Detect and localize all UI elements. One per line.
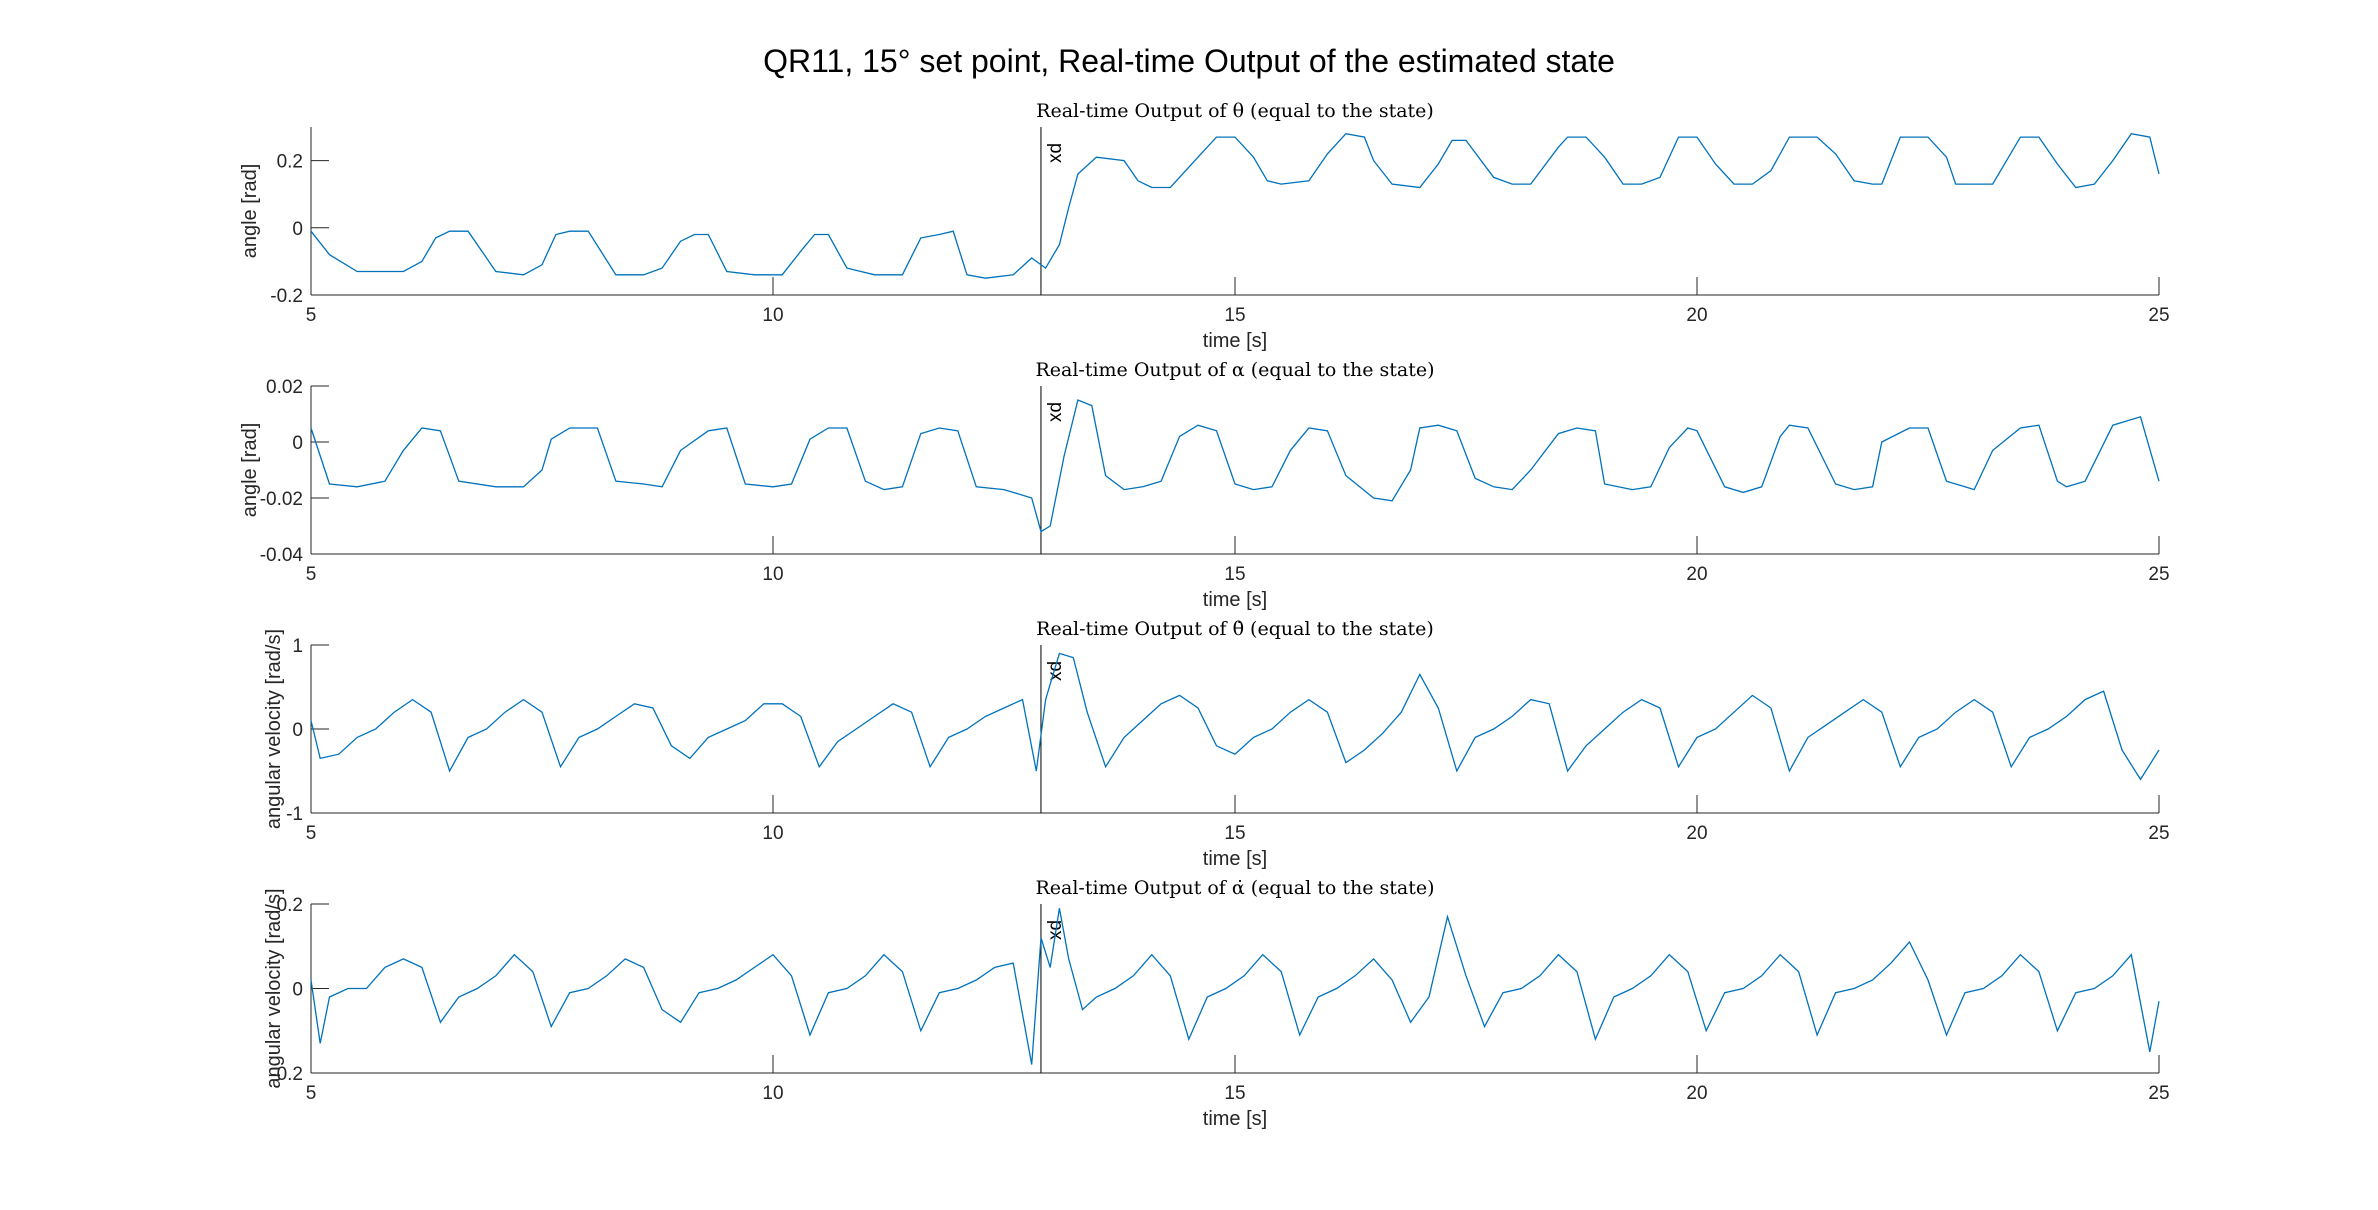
subplot-title: Real-time Output of θ̇ (equal to the sta…: [1036, 618, 1434, 640]
subplot-title: Real-time Output of θ (equal to the stat…: [1036, 100, 1434, 122]
x-tick-label: 10: [762, 1083, 783, 1104]
y-tick-label: 0: [292, 720, 303, 741]
x-tick-label: 10: [762, 564, 783, 585]
x-tick-label: 5: [306, 564, 317, 585]
x-tick-label: 20: [1686, 305, 1707, 326]
y-tick-label: 0: [292, 219, 303, 240]
y-axis-label: angular velocity [rad/s]: [263, 888, 285, 1088]
x-tick-label: 15: [1224, 564, 1245, 585]
subplot-3: 5 10 15 20 25 -1 0 1 time [s] angular velocity [r…: [263, 618, 2170, 870]
x-tick-label: 5: [306, 823, 317, 844]
figure-title: QR11, 15° set point, Real-time Output of…: [763, 43, 1615, 79]
x-tick-label: 20: [1686, 823, 1707, 844]
series-line: [310, 652, 2160, 781]
marker-label: xd: [1045, 402, 1066, 422]
y-tick-label: 0.2: [277, 895, 303, 916]
x-tick-label: 15: [1224, 1083, 1245, 1104]
y-tick-label: -0.2: [270, 286, 303, 307]
subplot-title: Real-time Output of α̇ (equal to the sta…: [1035, 877, 1434, 899]
x-tick-label: 5: [306, 1083, 317, 1104]
marker-label: xd: [1045, 143, 1066, 163]
x-axis-label: time [s]: [1203, 1108, 1267, 1130]
y-tick-label: -0.04: [260, 545, 304, 566]
marker-label: xd: [1045, 661, 1066, 681]
y-axis-label: angle [rad]: [239, 164, 261, 259]
x-tick-label: 15: [1224, 305, 1245, 326]
y-tick-label: -0.2: [270, 1064, 303, 1085]
x-tick-label: 25: [2148, 823, 2169, 844]
series-line: [310, 399, 2160, 533]
x-tick-label: 5: [306, 305, 317, 326]
y-tick-label: 1: [292, 636, 303, 657]
y-tick-label: 0: [292, 980, 303, 1001]
y-tick-label: -1: [286, 804, 303, 825]
x-tick-label: 10: [762, 823, 783, 844]
x-tick-label: 15: [1224, 823, 1245, 844]
x-tick-label: 25: [2148, 1083, 2169, 1104]
y-tick-label: 0.02: [266, 377, 303, 398]
x-tick-label: 10: [762, 305, 783, 326]
x-axis-label: time [s]: [1203, 589, 1267, 611]
x-tick-label: 25: [2148, 305, 2169, 326]
x-tick-label: 20: [1686, 564, 1707, 585]
y-tick-label: 0: [292, 433, 303, 454]
y-tick-label: -0.02: [260, 489, 303, 510]
subplot-1: 5 10 15 20 25 -0.2 0 0.2 time [s] angle [rad] Real…: [239, 100, 2170, 352]
y-tick-label: 0.2: [277, 152, 303, 173]
x-tick-label: 20: [1686, 1083, 1707, 1104]
x-tick-label: 25: [2148, 564, 2169, 585]
subplot-2: 5 10 15 20 25 -0.04 -0.02 0 0.02 time [s] angle [r…: [239, 359, 2170, 611]
y-axis-label: angular velocity [rad/s]: [263, 629, 285, 829]
y-axis-label: angle [rad]: [239, 423, 261, 518]
series-line: [310, 132, 2160, 279]
subplot-title: Real-time Output of α (equal to the stat…: [1035, 359, 1434, 381]
series-line: [310, 908, 2160, 1065]
subplot-4: 5 10 15 20 25 -0.2 0 0.2 time [s] angular velocit…: [263, 877, 2170, 1130]
x-axis-label: time [s]: [1203, 848, 1267, 870]
x-axis-label: time [s]: [1203, 330, 1267, 352]
